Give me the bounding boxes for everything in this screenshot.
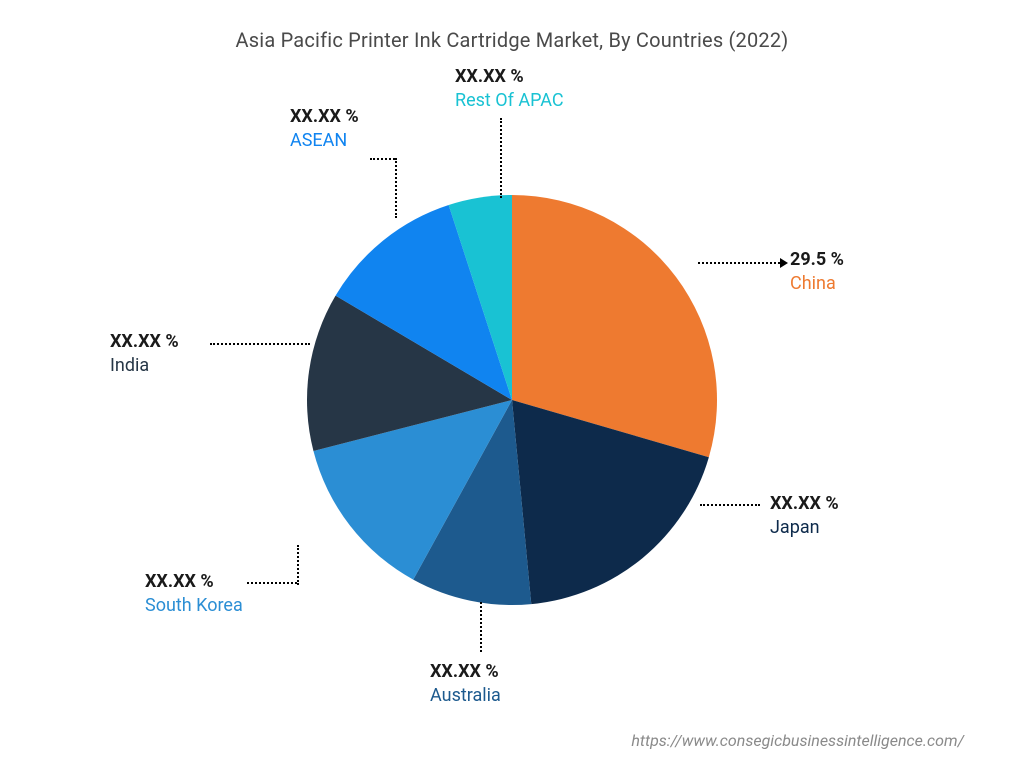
label-japan: XX.XX % Japan <box>770 492 839 541</box>
label-india-name: India <box>110 354 179 378</box>
label-india: XX.XX % India <box>110 330 179 379</box>
label-apac-name: Rest Of APAC <box>455 89 564 113</box>
label-asean-percent: XX.XX % <box>290 105 359 129</box>
label-southkorea-name: South Korea <box>145 594 243 618</box>
label-australia: XX.XX % Australia <box>430 660 501 709</box>
label-india-percent: XX.XX % <box>110 330 179 354</box>
leader-apac <box>500 118 502 198</box>
leader-southkorea-v <box>297 545 299 585</box>
leader-southkorea-h <box>247 582 297 584</box>
label-china: 29.5 % China <box>790 248 844 297</box>
label-southkorea: XX.XX % South Korea <box>145 570 243 619</box>
leader-asean <box>395 158 397 218</box>
label-australia-name: Australia <box>430 684 501 708</box>
label-china-name: China <box>790 272 844 296</box>
leader-australia <box>480 602 482 652</box>
source-url: https://www.consegicbusinessintelligence… <box>631 731 964 750</box>
label-asean-name: ASEAN <box>290 129 359 153</box>
label-china-percent: 29.5 % <box>790 248 844 272</box>
label-apac: XX.XX % Rest Of APAC <box>455 65 564 114</box>
leader-asean-h <box>370 158 395 160</box>
label-asean: XX.XX % ASEAN <box>290 105 359 154</box>
label-japan-percent: XX.XX % <box>770 492 839 516</box>
pie-chart <box>0 0 1024 768</box>
leader-japan <box>700 504 760 506</box>
label-australia-percent: XX.XX % <box>430 660 501 684</box>
label-japan-name: Japan <box>770 516 839 540</box>
label-southkorea-percent: XX.XX % <box>145 570 243 594</box>
leader-india <box>210 343 310 345</box>
label-apac-percent: XX.XX % <box>455 65 564 89</box>
chart-title: Asia Pacific Printer Ink Cartridge Marke… <box>0 28 1024 52</box>
leader-china <box>698 262 780 264</box>
